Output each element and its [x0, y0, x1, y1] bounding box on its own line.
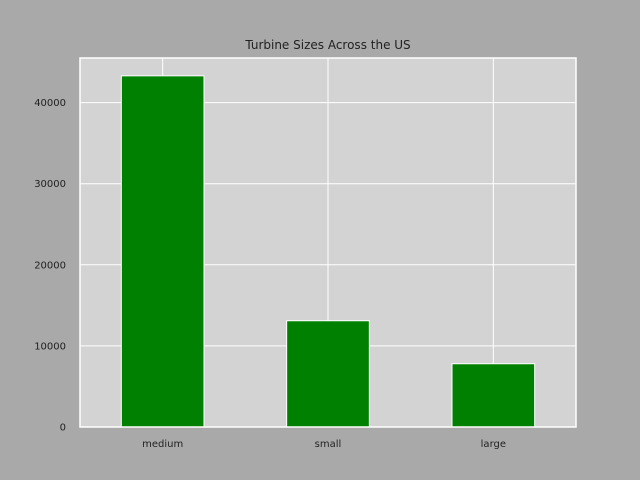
x-tick-label: small	[315, 439, 342, 450]
x-tick-label: large	[481, 439, 506, 450]
tick-labels: 0 10000 20000 30000 40000 medium small large	[34, 98, 506, 450]
bar-large	[451, 363, 536, 428]
x-tick-label: medium	[142, 439, 183, 450]
bar-medium	[120, 75, 205, 428]
y-tick-label: 30000	[34, 179, 66, 190]
y-tick-label: 20000	[34, 260, 66, 271]
bar-small	[286, 320, 370, 428]
bars	[120, 75, 536, 428]
y-tick-label: 40000	[34, 98, 66, 109]
y-tick-label: 0	[60, 423, 66, 434]
chart-title: Turbine Sizes Across the US	[244, 38, 410, 52]
plot-frame	[79, 57, 577, 428]
y-tick-label: 10000	[34, 341, 66, 352]
